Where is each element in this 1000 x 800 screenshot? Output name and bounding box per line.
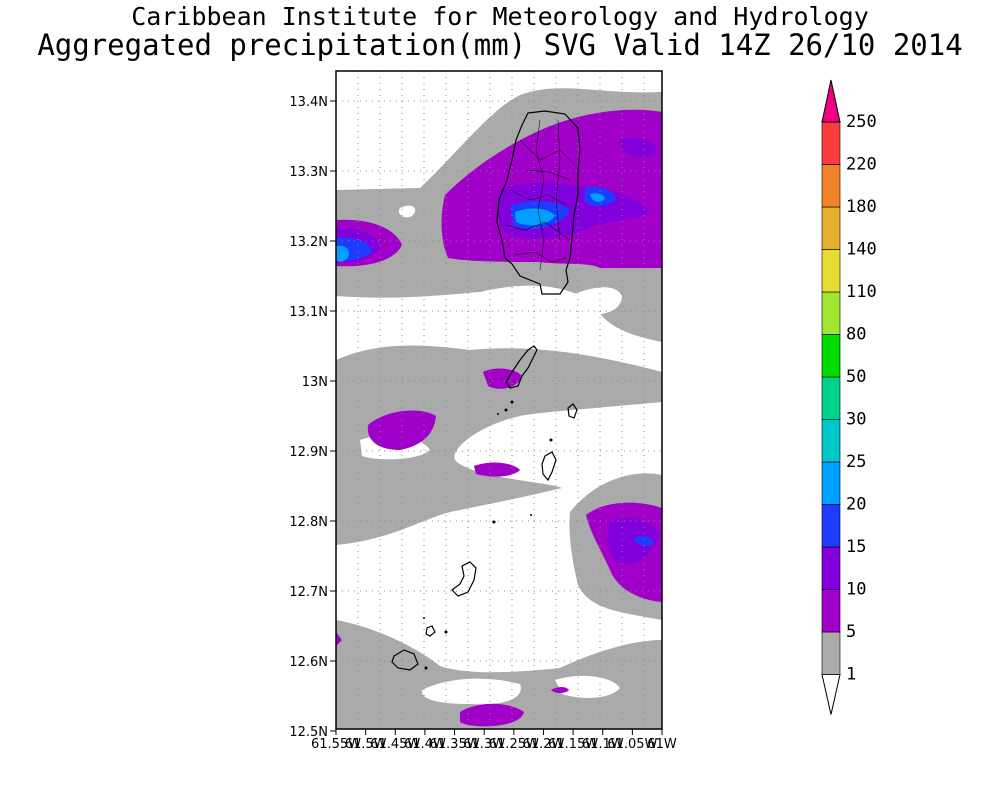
lon-label: 61.1W — [582, 737, 624, 752]
legend-swatch — [821, 249, 841, 293]
legend-label: 5 — [846, 622, 856, 642]
map-grid — [336, 71, 662, 729]
legend-swatch — [821, 121, 841, 165]
lon-label: 61.55W — [311, 737, 361, 752]
legend-label: 30 — [846, 410, 866, 430]
lat-label: 12.8N — [289, 515, 328, 530]
lon-label: 61.2W — [523, 737, 565, 752]
legend-swatch — [821, 589, 841, 633]
legend-label: 220 — [846, 155, 877, 175]
canouan-island — [541, 451, 557, 482]
legend-swatch — [821, 631, 841, 675]
lat-label: 12.6N — [289, 655, 328, 670]
lat-label: 13.3N — [289, 165, 328, 180]
lat-label: 13.4N — [289, 95, 328, 110]
lat-label: 12.7N — [289, 585, 328, 600]
legend-swatch — [821, 419, 841, 463]
lon-label: 61.4W — [404, 737, 446, 752]
legend-swatch — [821, 164, 841, 208]
lat-label: 13.2N — [289, 235, 328, 250]
legend-label: 1 — [846, 665, 856, 685]
lat-label: 13N — [302, 375, 328, 390]
bequia-island — [505, 345, 538, 389]
legend-swatch — [821, 291, 841, 335]
legend-label: 180 — [846, 197, 877, 217]
lon-label: 61.45W — [370, 737, 420, 752]
legend-label: 250 — [846, 112, 877, 132]
carriacou-island — [391, 649, 419, 671]
legend-label: 20 — [846, 495, 866, 515]
legend-label: 110 — [846, 282, 877, 302]
mustique-island — [567, 403, 578, 419]
lat-label: 13.1N — [289, 305, 328, 320]
legend-swatch — [821, 376, 841, 420]
legend-swatch — [821, 206, 841, 250]
union-island — [451, 561, 477, 597]
legend-label: 80 — [846, 325, 866, 345]
precipitation-field — [336, 88, 662, 729]
saint-vincent-internal-boundaries — [504, 119, 576, 271]
legend-swatch — [821, 504, 841, 548]
lon-label: 61.5W — [345, 737, 387, 752]
lon-label: 61.05W — [607, 737, 657, 752]
map-frame — [335, 70, 663, 730]
lon-label: 61W — [647, 737, 677, 752]
lat-label: 12.5N — [289, 725, 328, 740]
legend-label: 140 — [846, 240, 877, 260]
chart-subtitle: Aggregated precipitation(mm) SVG Valid 1… — [37, 28, 963, 62]
saint-vincent-island — [496, 110, 581, 295]
lon-label: 61.3W — [463, 737, 505, 752]
legend-label: 15 — [846, 537, 866, 557]
lon-label: 61.25W — [489, 737, 539, 752]
legend-swatch — [821, 546, 841, 590]
lon-label: 61.35W — [430, 737, 480, 752]
legend-label: 50 — [846, 367, 866, 387]
chart-title: Caribbean Institute for Meteorology and … — [131, 2, 869, 31]
legend-label: 25 — [846, 452, 866, 472]
legend-swatch — [821, 334, 841, 378]
longitude-axis: 61.55W61.5W61.45W61.4W61.35W61.3W61.25W6… — [311, 729, 677, 752]
legend-swatch-above — [821, 79, 841, 123]
latitude-axis: 13.4N 13.3N 13.2N 13.1N 13N 12.9N 12.8N 12.7N 12… — [289, 95, 336, 740]
coastlines — [391, 110, 581, 671]
lon-label: 61.15W — [548, 737, 598, 752]
petit-martinique-island — [425, 625, 436, 637]
legend-swatch-below — [821, 674, 841, 715]
precip-band-20-25 — [336, 193, 605, 262]
legend-label: 10 — [846, 580, 866, 600]
legend-swatch — [821, 461, 841, 505]
lat-label: 12.9N — [289, 445, 328, 460]
small-islets — [423, 400, 553, 670]
